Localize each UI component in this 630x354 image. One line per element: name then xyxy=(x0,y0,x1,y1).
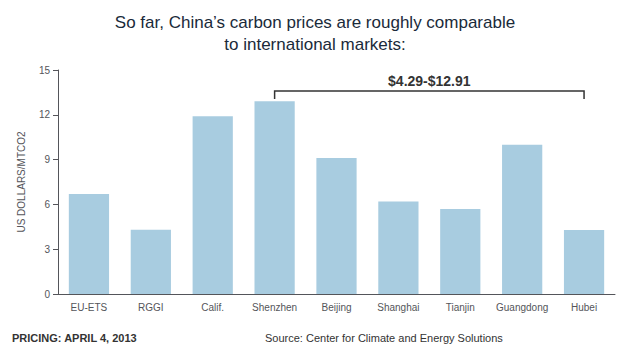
svg-text:6: 6 xyxy=(44,199,50,210)
svg-text:Guangdong: Guangdong xyxy=(496,302,548,313)
svg-text:RGGI: RGGI xyxy=(138,302,164,313)
svg-text:3: 3 xyxy=(44,244,50,255)
svg-text:Source: Center for Climate and: Source: Center for Climate and Energy So… xyxy=(265,332,503,344)
svg-text:Hubei: Hubei xyxy=(571,302,597,313)
svg-text:Beijing: Beijing xyxy=(321,302,351,313)
svg-text:EU-ETS: EU-ETS xyxy=(71,302,108,313)
svg-text:12: 12 xyxy=(39,109,51,120)
svg-text:Shenzhen: Shenzhen xyxy=(252,302,297,313)
svg-text:9: 9 xyxy=(44,154,50,165)
svg-text:$4.29-$12.91: $4.29-$12.91 xyxy=(388,73,471,89)
svg-text:to international markets:: to international markets: xyxy=(224,35,405,54)
svg-text:15: 15 xyxy=(39,65,51,76)
svg-text:Tianjin: Tianjin xyxy=(446,302,475,313)
svg-text:0: 0 xyxy=(44,289,50,300)
svg-text:Calif.: Calif. xyxy=(201,302,224,313)
svg-text:So far, China’s carbon prices: So far, China’s carbon prices are roughl… xyxy=(115,13,515,32)
svg-text:US DOLLARS/MTCO2: US DOLLARS/MTCO2 xyxy=(16,131,27,233)
svg-text:PRICING: APRIL 4, 2013: PRICING: APRIL 4, 2013 xyxy=(12,332,137,344)
svg-text:Shanghai: Shanghai xyxy=(377,302,419,313)
